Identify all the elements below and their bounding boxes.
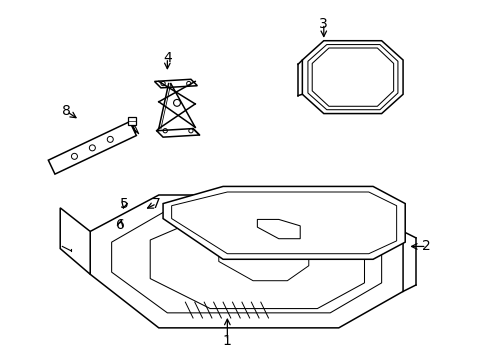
Polygon shape bbox=[156, 129, 199, 137]
Polygon shape bbox=[311, 48, 393, 106]
Text: 8: 8 bbox=[62, 104, 71, 118]
Text: 2: 2 bbox=[422, 239, 430, 253]
Text: 6: 6 bbox=[116, 218, 124, 232]
Polygon shape bbox=[257, 220, 300, 239]
Polygon shape bbox=[302, 41, 402, 113]
Polygon shape bbox=[171, 192, 396, 254]
Polygon shape bbox=[48, 122, 136, 174]
Text: 5: 5 bbox=[120, 197, 129, 211]
Polygon shape bbox=[150, 214, 364, 309]
Polygon shape bbox=[131, 123, 139, 134]
Text: 1: 1 bbox=[223, 334, 231, 348]
Text: 4: 4 bbox=[163, 51, 171, 65]
Polygon shape bbox=[218, 234, 308, 281]
Polygon shape bbox=[111, 210, 381, 313]
FancyBboxPatch shape bbox=[128, 117, 136, 125]
Polygon shape bbox=[163, 186, 405, 259]
Text: 7: 7 bbox=[152, 197, 161, 211]
Polygon shape bbox=[90, 195, 402, 328]
Polygon shape bbox=[60, 208, 90, 274]
Polygon shape bbox=[154, 79, 197, 88]
Polygon shape bbox=[307, 45, 397, 110]
Text: 3: 3 bbox=[319, 17, 327, 31]
